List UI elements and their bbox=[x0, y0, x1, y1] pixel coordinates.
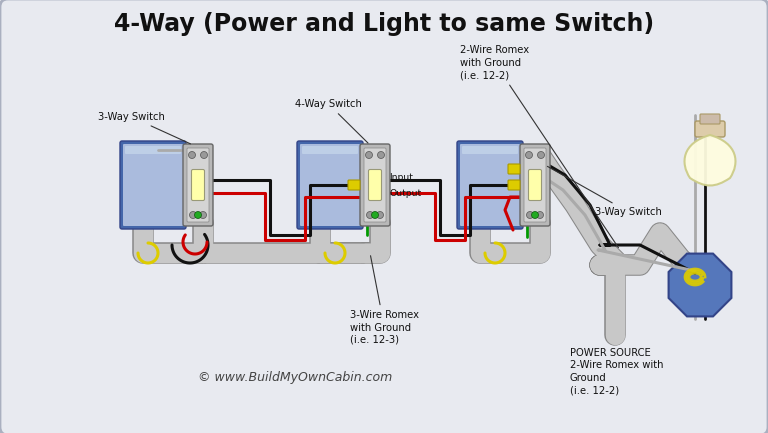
FancyBboxPatch shape bbox=[302, 146, 358, 154]
Text: 3-Way Switch: 3-Way Switch bbox=[548, 166, 662, 217]
FancyBboxPatch shape bbox=[297, 141, 363, 229]
FancyBboxPatch shape bbox=[369, 169, 382, 200]
FancyBboxPatch shape bbox=[191, 169, 204, 200]
Circle shape bbox=[200, 211, 207, 219]
Circle shape bbox=[538, 152, 545, 158]
FancyBboxPatch shape bbox=[125, 146, 181, 154]
FancyBboxPatch shape bbox=[187, 148, 209, 222]
FancyBboxPatch shape bbox=[528, 169, 541, 200]
Text: 4-Way (Power and Light to same Switch): 4-Way (Power and Light to same Switch) bbox=[114, 12, 654, 36]
Circle shape bbox=[200, 152, 207, 158]
FancyBboxPatch shape bbox=[460, 144, 520, 226]
Text: Input: Input bbox=[389, 172, 413, 181]
Text: 4-Way Switch: 4-Way Switch bbox=[295, 99, 368, 143]
Circle shape bbox=[366, 152, 372, 158]
FancyBboxPatch shape bbox=[508, 180, 520, 190]
FancyBboxPatch shape bbox=[700, 114, 720, 124]
Circle shape bbox=[190, 211, 197, 219]
FancyBboxPatch shape bbox=[120, 141, 186, 229]
FancyBboxPatch shape bbox=[524, 148, 546, 222]
Circle shape bbox=[366, 211, 373, 219]
FancyBboxPatch shape bbox=[520, 144, 550, 226]
PathPatch shape bbox=[684, 135, 736, 185]
FancyBboxPatch shape bbox=[123, 144, 183, 226]
FancyBboxPatch shape bbox=[462, 146, 518, 154]
FancyBboxPatch shape bbox=[300, 144, 360, 226]
Circle shape bbox=[194, 211, 201, 219]
Circle shape bbox=[531, 211, 538, 219]
Circle shape bbox=[537, 211, 544, 219]
FancyBboxPatch shape bbox=[695, 121, 725, 137]
FancyBboxPatch shape bbox=[348, 180, 360, 190]
FancyBboxPatch shape bbox=[183, 144, 213, 226]
Circle shape bbox=[525, 152, 532, 158]
Text: 3-Wire Romex
with Ground
(i.e. 12-3): 3-Wire Romex with Ground (i.e. 12-3) bbox=[350, 256, 419, 345]
Circle shape bbox=[527, 211, 534, 219]
Circle shape bbox=[188, 152, 196, 158]
Circle shape bbox=[378, 152, 385, 158]
Text: 2-Wire Romex
with Ground
(i.e. 12-2): 2-Wire Romex with Ground (i.e. 12-2) bbox=[460, 45, 618, 248]
Circle shape bbox=[372, 211, 379, 219]
Text: POWER SOURCE
2-Wire Romex with
Ground
(i.e. 12-2): POWER SOURCE 2-Wire Romex with Ground (i… bbox=[570, 348, 664, 395]
Text: © www.BuildMyOwnCabin.com: © www.BuildMyOwnCabin.com bbox=[198, 372, 392, 385]
FancyBboxPatch shape bbox=[508, 164, 520, 174]
Polygon shape bbox=[669, 254, 731, 317]
Text: 3-Way Switch: 3-Way Switch bbox=[98, 112, 190, 144]
Text: Output: Output bbox=[389, 188, 421, 197]
FancyBboxPatch shape bbox=[364, 148, 386, 222]
FancyBboxPatch shape bbox=[457, 141, 523, 229]
FancyBboxPatch shape bbox=[360, 144, 390, 226]
Circle shape bbox=[376, 211, 383, 219]
